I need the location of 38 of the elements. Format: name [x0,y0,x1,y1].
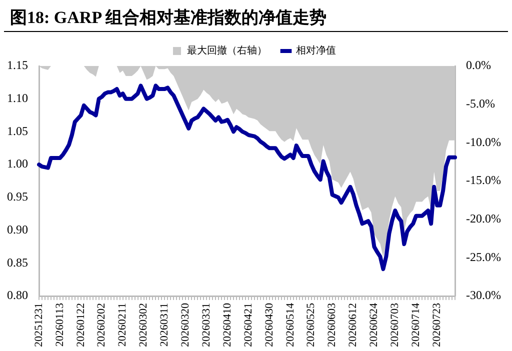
x-tick-label: 20260703 [389,302,402,347]
x-tick-label: 20260514 [284,302,296,347]
y2-tick-label: -10.0% [466,134,502,149]
x-tick-label: 20260612 [347,303,360,347]
x-tick-label: 20260302 [138,303,150,347]
y2-tick-label: 0.0% [466,58,492,72]
x-tick-label: 20260202 [96,303,108,347]
y-tick-label: 0.85 [7,255,28,270]
y-tick-label: 0.95 [7,190,28,204]
y-tick-label: 0.80 [7,288,28,302]
x-tick-label: 20260430 [263,302,276,347]
y2-tick-label: -5.0% [466,96,496,110]
y-tick-label: 1.05 [7,124,28,138]
x-tick-label: 20260122 [74,303,87,347]
y-tick-label: 1.00 [7,156,28,171]
x-tick-label: 20260723 [430,302,443,347]
x-tick-label: 20260410 [221,302,234,347]
x-tick-label: 20260603 [326,302,338,347]
x-tick-label: 20260311 [158,303,171,347]
x-tick-label: 20251231 [32,303,45,347]
x-tick-label: 20260714 [410,302,422,347]
x-tick-label: 20260320 [180,302,192,347]
x-tick-label: 20260525 [305,302,318,347]
y2-tick-label: -20.0% [466,211,502,226]
y-tick-label: 1.10 [7,91,28,106]
x-tick-label: 20260624 [368,302,380,347]
y2-tick-label: -25.0% [466,250,502,264]
x-tick-label: 20260421 [242,303,254,347]
y2-tick-label: -15.0% [466,173,502,188]
legend-label: 最大回撤（右轴） [187,44,267,57]
chart-title: 图18: GARP 组合相对基准指数的净值走势 [4,0,508,32]
y-tick-label: 0.90 [7,222,28,236]
x-tick-label: 20260113 [54,302,66,347]
legend-label: 相对净值 [296,44,336,57]
y2-tick-label: -30.0% [466,288,502,302]
x-tick-label: 20260211 [116,303,129,347]
y-tick-label: 1.15 [7,58,28,72]
x-tick-label: 20260331 [200,303,212,347]
